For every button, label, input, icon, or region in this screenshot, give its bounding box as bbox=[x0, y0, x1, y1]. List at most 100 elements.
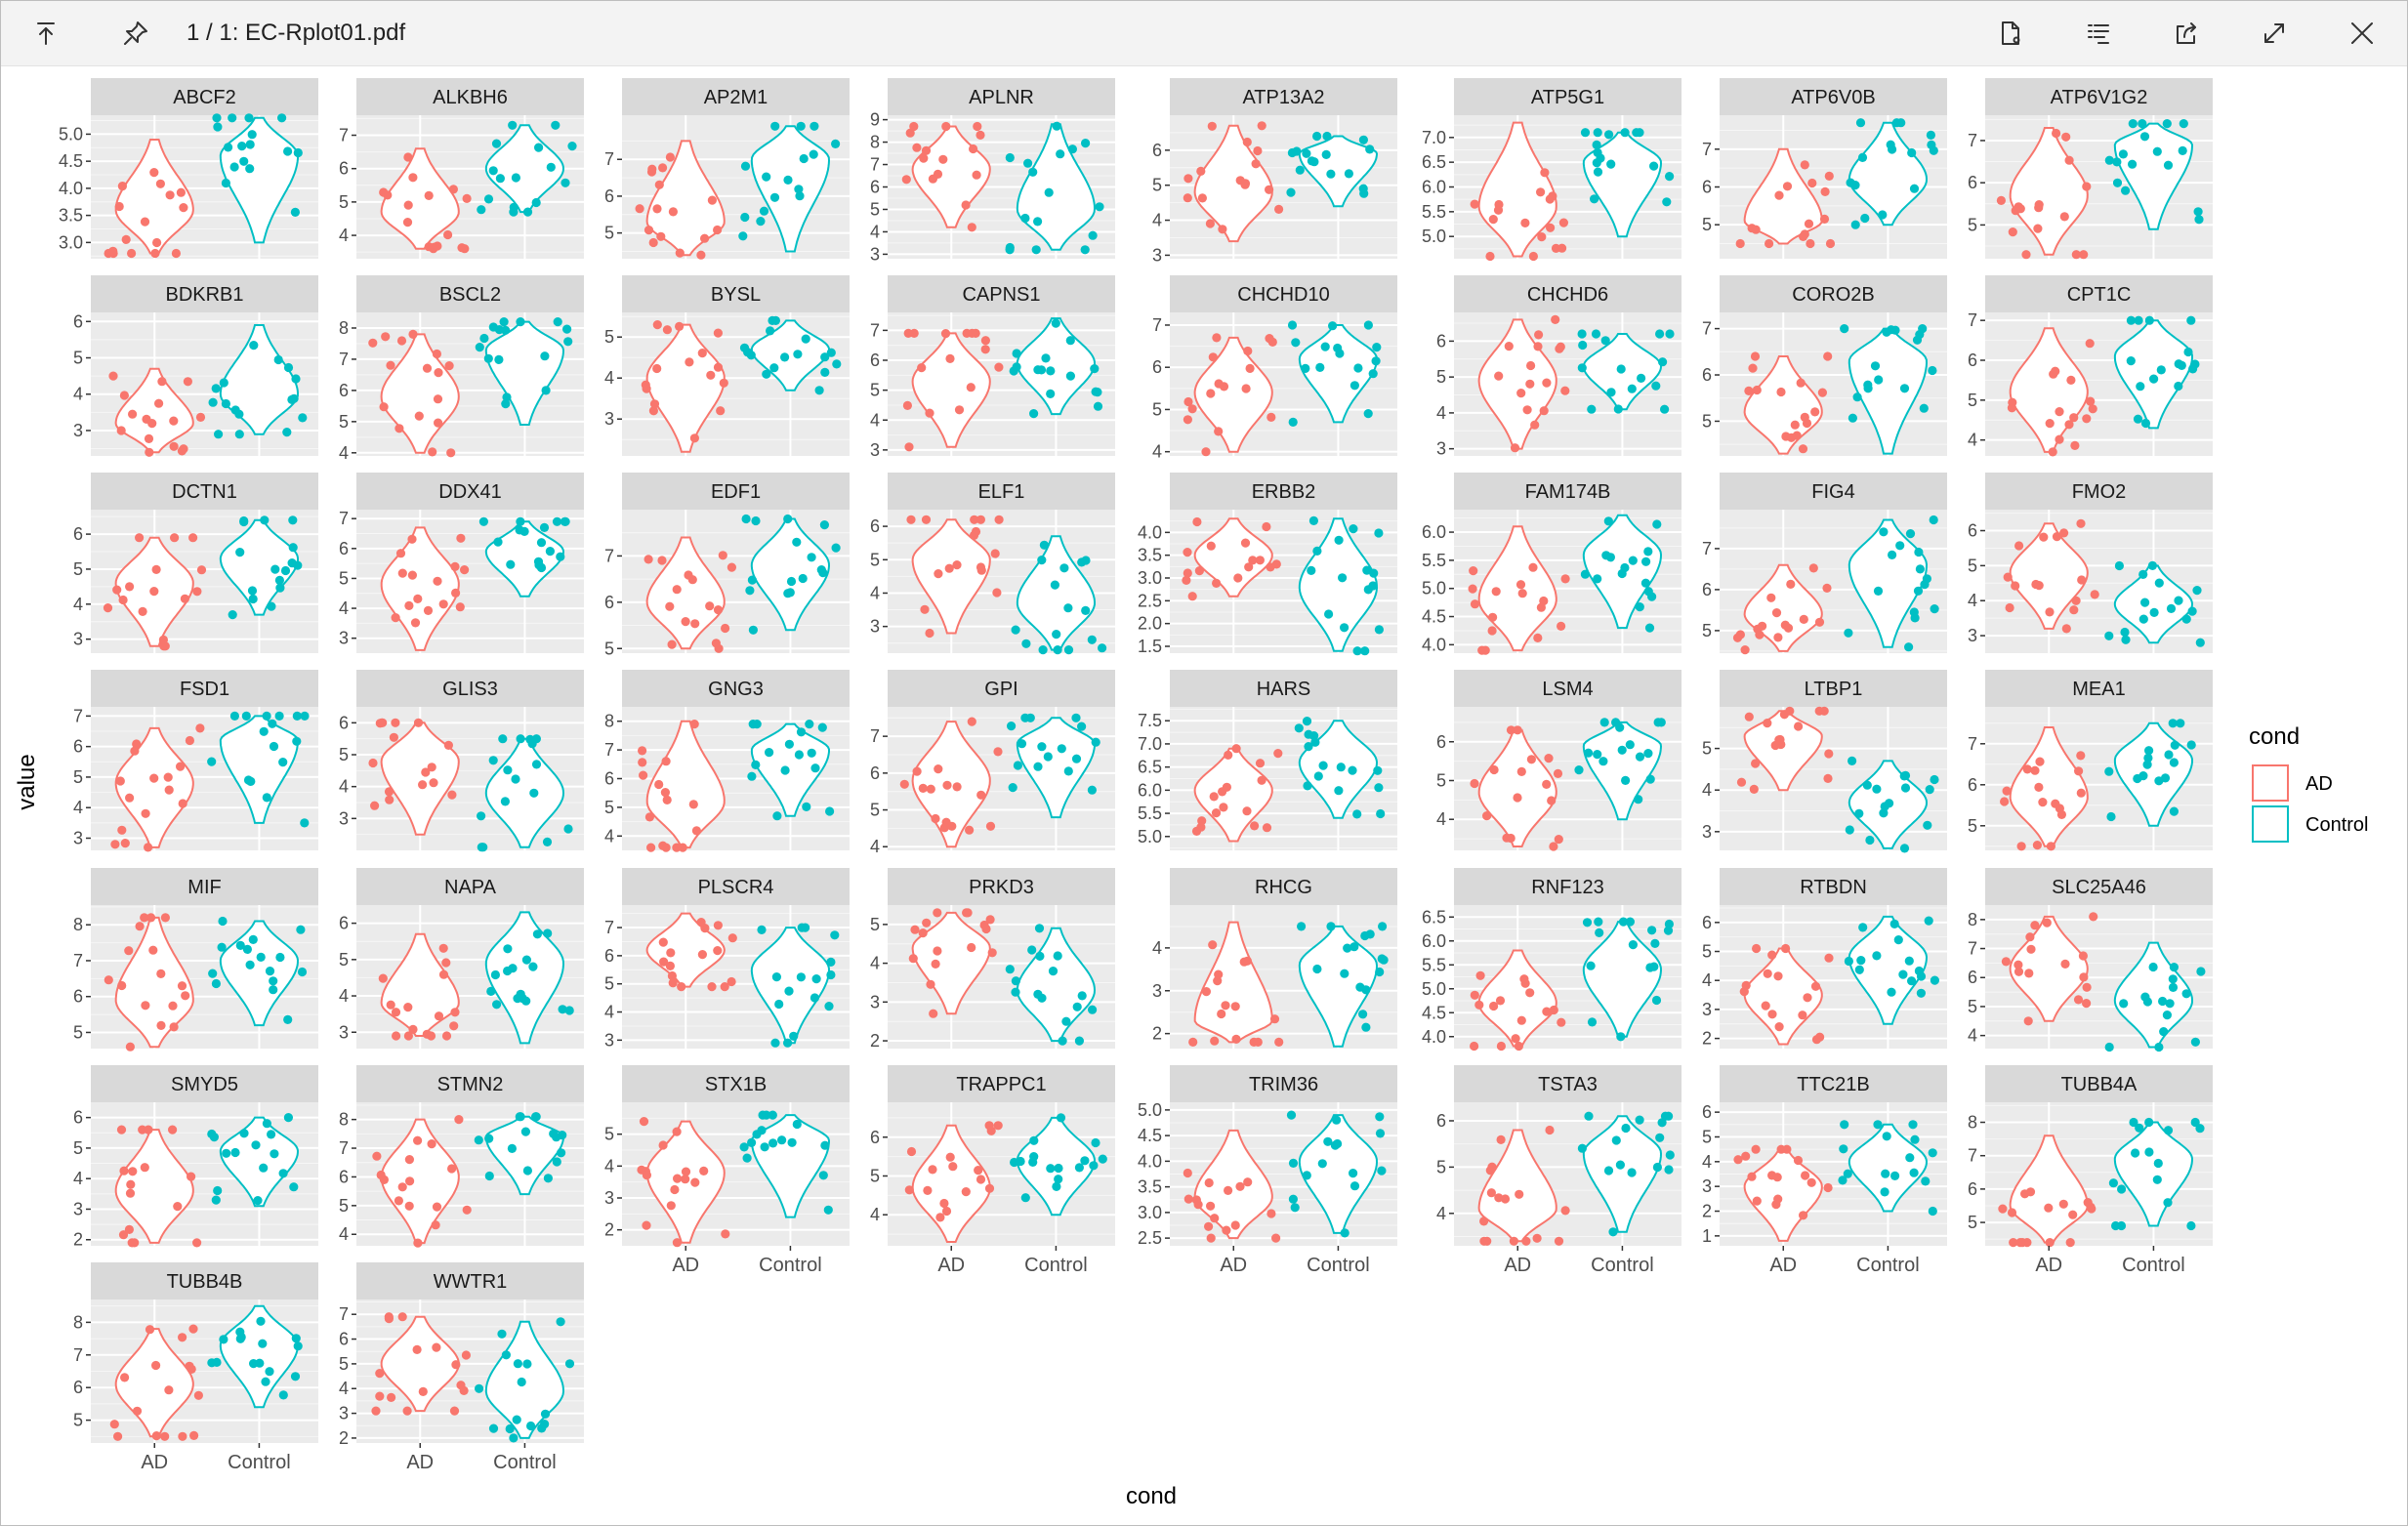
data-point-control bbox=[794, 185, 804, 194]
facet-strip bbox=[91, 78, 318, 115]
data-point-ad bbox=[1825, 238, 1836, 249]
data-point-ad bbox=[1806, 238, 1815, 249]
data-point-ad bbox=[428, 447, 437, 457]
y-tick-label: 7 bbox=[73, 706, 83, 725]
violin-control bbox=[1848, 121, 1929, 227]
data-point-ad bbox=[668, 978, 678, 988]
data-point-control bbox=[1360, 646, 1370, 656]
y-tick-label: 5 bbox=[870, 550, 880, 569]
pin-button[interactable] bbox=[114, 12, 157, 55]
data-point-ad bbox=[2024, 969, 2034, 978]
y-tick-label: 4 bbox=[339, 443, 349, 463]
data-point-control bbox=[1358, 184, 1368, 193]
data-point-control bbox=[522, 207, 533, 217]
save-as-button[interactable] bbox=[1989, 12, 2032, 55]
data-point-ad bbox=[180, 594, 189, 603]
data-point-control bbox=[1928, 365, 1937, 376]
data-point-ad bbox=[1824, 171, 1834, 181]
data-point-ad bbox=[413, 594, 423, 604]
data-point-ad bbox=[696, 250, 706, 260]
data-point-ad bbox=[2008, 227, 2017, 237]
share-button[interactable] bbox=[2165, 12, 2208, 55]
data-point-ad bbox=[954, 405, 965, 415]
y-tick-label: 6 bbox=[870, 1128, 880, 1147]
data-point-ad bbox=[1800, 229, 1809, 239]
data-point-ad bbox=[148, 945, 158, 955]
data-point-control bbox=[1635, 752, 1645, 762]
data-point-control bbox=[503, 765, 513, 775]
data-point-ad bbox=[1192, 516, 1202, 527]
facet-strip bbox=[888, 1065, 1115, 1102]
data-point-control bbox=[830, 930, 840, 940]
y-tick-label: 6 bbox=[73, 987, 83, 1007]
data-point-ad bbox=[2014, 541, 2024, 551]
y-tick-label: 3.5 bbox=[1138, 1177, 1162, 1197]
fullscreen-button[interactable] bbox=[2253, 12, 2296, 55]
data-point-control bbox=[1838, 1175, 1848, 1185]
data-point-ad bbox=[713, 362, 724, 372]
data-point-control bbox=[805, 720, 814, 729]
data-point-ad bbox=[2014, 960, 2023, 969]
data-point-ad bbox=[141, 1001, 150, 1010]
facet-strip-label: BYSL bbox=[711, 284, 761, 306]
data-point-ad bbox=[1248, 556, 1258, 565]
data-point-control bbox=[1344, 169, 1353, 179]
data-point-control bbox=[2163, 1198, 2173, 1208]
data-point-ad bbox=[1533, 633, 1543, 643]
data-point-control bbox=[1905, 1153, 1915, 1163]
table-of-contents-button[interactable] bbox=[2077, 12, 2120, 55]
data-point-ad bbox=[2061, 624, 2071, 634]
data-point-ad bbox=[169, 1022, 179, 1032]
data-point-control bbox=[2135, 1123, 2144, 1133]
data-point-ad bbox=[2052, 128, 2061, 139]
data-point-ad bbox=[1736, 777, 1747, 787]
data-point-ad bbox=[118, 595, 128, 605]
data-point-control bbox=[237, 142, 247, 151]
data-point-control bbox=[235, 940, 245, 951]
data-point-control bbox=[1081, 139, 1091, 148]
data-point-control bbox=[762, 369, 771, 379]
data-point-ad bbox=[195, 412, 206, 422]
data-point-control bbox=[820, 367, 830, 377]
data-point-ad bbox=[413, 1238, 423, 1248]
y-tick-label: 5 bbox=[1968, 1213, 1977, 1232]
data-point-ad bbox=[1528, 562, 1538, 572]
data-point-ad bbox=[713, 225, 723, 235]
data-point-control bbox=[552, 516, 562, 526]
data-point-ad bbox=[961, 200, 971, 210]
data-point-control bbox=[486, 986, 496, 997]
facet-strip-label: AP2M1 bbox=[704, 87, 768, 108]
violin-ad bbox=[1743, 710, 1823, 792]
facet-strip bbox=[356, 78, 584, 115]
y-tick-label: 5.0 bbox=[1138, 1100, 1162, 1120]
y-tick-label: 6 bbox=[1152, 141, 1162, 160]
data-point-control bbox=[1899, 844, 1910, 853]
data-point-control bbox=[490, 969, 500, 980]
data-point-ad bbox=[140, 913, 149, 923]
move-to-top-button[interactable] bbox=[24, 12, 67, 55]
data-point-control bbox=[541, 386, 551, 395]
data-point-control bbox=[1872, 784, 1882, 794]
data-point-control bbox=[1603, 1166, 1614, 1175]
y-tick-label: 3 bbox=[1152, 245, 1162, 265]
data-point-control bbox=[564, 1006, 574, 1015]
data-point-control bbox=[1592, 140, 1601, 149]
data-point-ad bbox=[140, 217, 150, 227]
facet-strip bbox=[888, 473, 1115, 510]
data-point-control bbox=[1033, 762, 1043, 771]
facet-strip-label: MEA1 bbox=[2072, 679, 2125, 700]
data-point-control bbox=[2144, 1117, 2154, 1128]
close-button[interactable] bbox=[2341, 12, 2384, 55]
y-tick-label: 4 bbox=[339, 986, 349, 1006]
data-point-ad bbox=[450, 1008, 460, 1017]
data-point-control bbox=[1593, 750, 1602, 760]
data-point-ad bbox=[666, 1201, 676, 1211]
data-point-ad bbox=[451, 1360, 461, 1370]
data-point-control bbox=[1362, 565, 1372, 575]
data-point-ad bbox=[688, 800, 698, 809]
data-point-control bbox=[1027, 945, 1037, 955]
data-point-ad bbox=[108, 371, 118, 381]
